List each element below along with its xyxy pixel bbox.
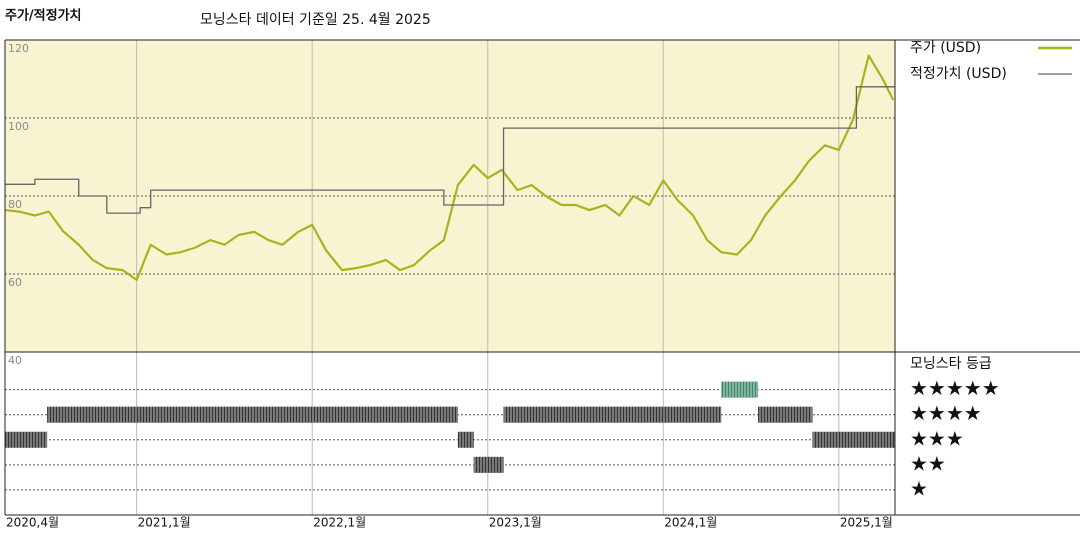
y-tick-label: ★★ <box>910 451 946 475</box>
x-tick-label: 2022,1월 <box>313 516 366 530</box>
rating-stripe <box>721 381 759 398</box>
legend-label: 적정가치 (USD) <box>910 66 1007 82</box>
rating-bar <box>457 431 474 448</box>
y-tick-label: ★ <box>910 476 928 500</box>
y-tick-label: 100 <box>8 120 29 133</box>
x-tick-label: 2020,4월 <box>6 516 59 530</box>
rating-bar <box>758 406 813 423</box>
series-line <box>5 86 895 214</box>
rating-stripe <box>812 431 895 448</box>
chart-title: 주가/적정가치 <box>5 8 82 24</box>
chart-subtitle: 모닝스타 데이터 기준일 25. 4월 2025 <box>200 12 431 28</box>
rating-stripe <box>457 431 474 448</box>
y-tick-label: 80 <box>8 198 22 211</box>
rating-stripe <box>758 406 813 423</box>
rating-bar <box>473 456 504 473</box>
rating-bar <box>812 431 895 448</box>
x-tick-label: 2021,1월 <box>138 516 191 530</box>
rating-stripe <box>47 406 458 423</box>
rating-stripe <box>473 456 504 473</box>
y-tick-label: ★★★★★ <box>910 376 1000 400</box>
y-tick-label: ★★★ <box>910 426 964 450</box>
y-tick-label: 40 <box>8 354 22 367</box>
x-tick-label: 2025,1월 <box>840 516 893 530</box>
y-tick-label: 60 <box>8 276 22 289</box>
rating-bar <box>721 381 759 398</box>
series-line <box>4 54 895 281</box>
y-tick-label: ★★★★ <box>910 401 982 425</box>
rating-bar <box>5 431 48 448</box>
panel-title: 모닝스타 등급 <box>910 356 992 372</box>
rating-stripe <box>503 406 722 423</box>
legend-label: 주가 (USD) <box>910 40 981 56</box>
rating-stripe <box>5 431 48 448</box>
y-tick-label: 120 <box>8 42 29 55</box>
rating-bar <box>503 406 722 423</box>
x-tick-label: 2024,1월 <box>664 516 717 530</box>
x-tick-label: 2023,1월 <box>489 516 542 530</box>
rating-bar <box>47 406 458 423</box>
